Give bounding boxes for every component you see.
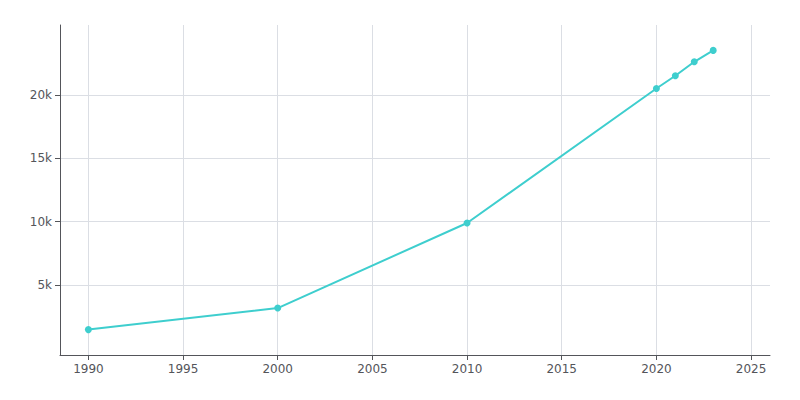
svg-text:1990: 1990 <box>73 362 104 376</box>
svg-text:2025: 2025 <box>736 362 767 376</box>
svg-text:5k: 5k <box>37 278 52 292</box>
svg-text:2015: 2015 <box>546 362 577 376</box>
svg-text:2000: 2000 <box>262 362 293 376</box>
svg-text:1995: 1995 <box>168 362 199 376</box>
svg-text:15k: 15k <box>30 151 52 165</box>
svg-text:2020: 2020 <box>641 362 672 376</box>
svg-text:20k: 20k <box>30 88 52 102</box>
svg-text:2010: 2010 <box>452 362 483 376</box>
svg-text:2005: 2005 <box>357 362 388 376</box>
svg-text:10k: 10k <box>30 215 52 229</box>
